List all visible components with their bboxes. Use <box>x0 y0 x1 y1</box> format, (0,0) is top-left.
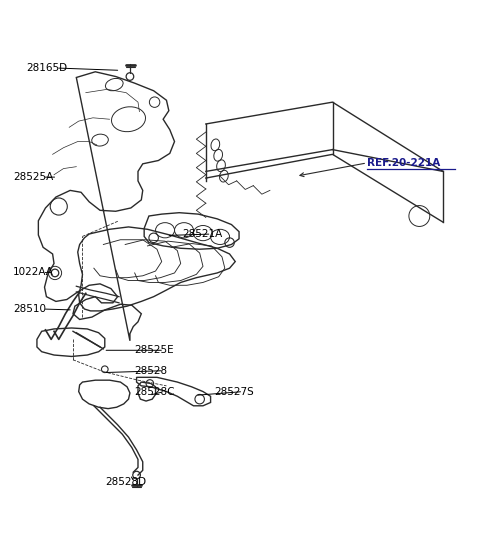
Text: 28525A: 28525A <box>13 172 53 182</box>
Text: 28528D: 28528D <box>105 477 146 487</box>
Text: 28528C: 28528C <box>135 387 175 397</box>
Text: 28527S: 28527S <box>214 387 253 397</box>
Text: 28521A: 28521A <box>182 229 222 239</box>
Text: 28510: 28510 <box>13 304 46 314</box>
Text: 28165D: 28165D <box>26 63 68 73</box>
Text: 28525E: 28525E <box>135 345 174 355</box>
Text: 1022AA: 1022AA <box>13 267 54 277</box>
Text: REF.20-221A: REF.20-221A <box>367 158 441 168</box>
Text: 28528: 28528 <box>135 366 168 376</box>
